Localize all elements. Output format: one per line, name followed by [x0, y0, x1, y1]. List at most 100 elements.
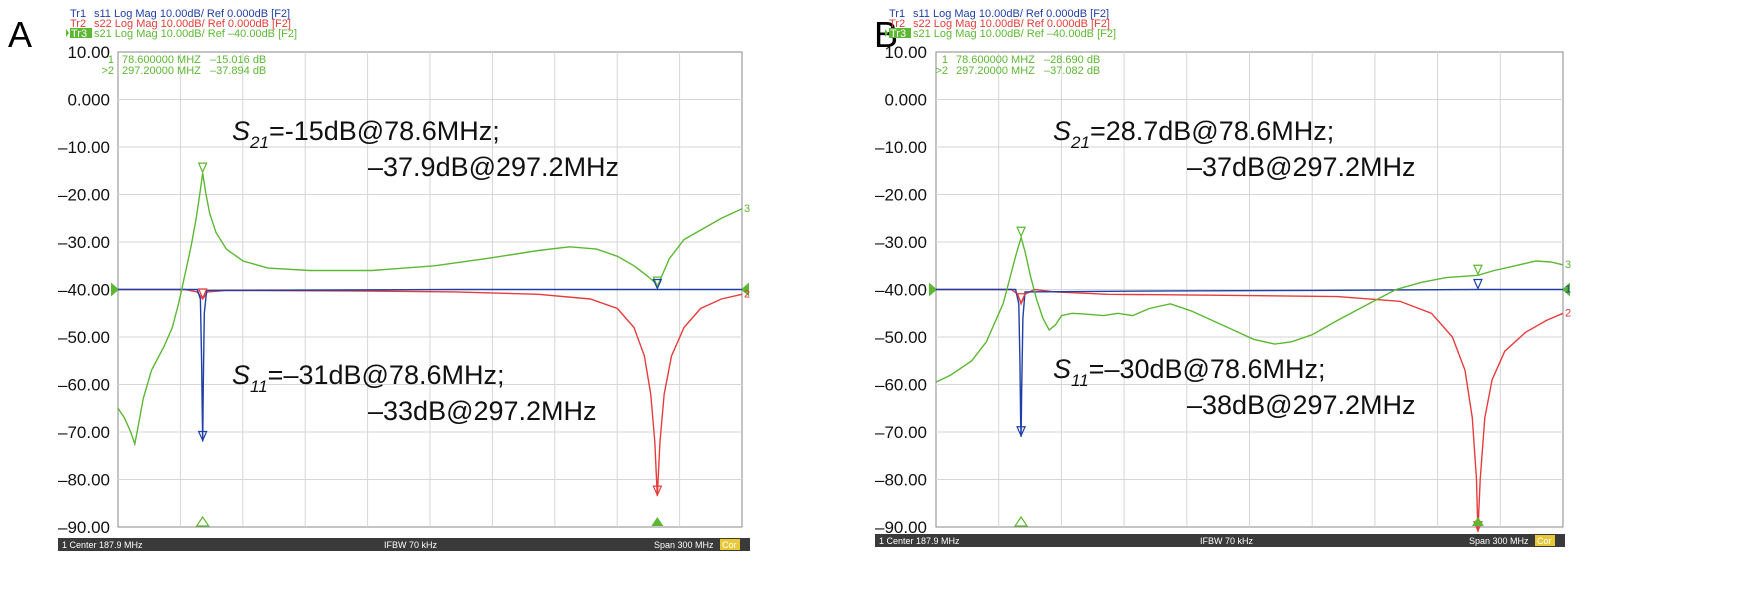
- marker-1-axis-icon: [1013, 515, 1029, 527]
- ref-level-left-icon: [929, 282, 937, 297]
- marker-2-axis-icon: [1471, 517, 1484, 526]
- s21-annotation-line1: S21=28.7dB@78.6MHz;: [1053, 116, 1334, 152]
- trace-header-text: s11 Log Mag 10.00dB/ Ref 0.000dB [F2]: [913, 8, 1109, 20]
- ref-level-right-icon: [741, 282, 749, 297]
- status-span: Span 300 MHz: [1469, 536, 1529, 546]
- y-tick-label: –70.00: [875, 423, 927, 442]
- s11-annotation-line1: S11=–30dB@78.6MHz;: [1053, 354, 1325, 390]
- active-trace-badge: [70, 28, 92, 38]
- status-bar: [58, 538, 750, 551]
- status-bar: [875, 534, 1565, 547]
- cor-badge: [1535, 535, 1555, 546]
- s21-annotation-line2: –37dB@297.2MHz: [1187, 152, 1416, 182]
- marker-triangle-icon: [197, 162, 208, 174]
- cor-badge: [720, 539, 740, 550]
- trace-s11: [936, 288, 1563, 437]
- marker-2-axis-icon: [651, 517, 664, 526]
- chart-panel-a: A 10.00 0.000 –10.00 –20.00 –30.00 –40.00 –50.…: [0, 0, 868, 613]
- marker-triangle-icon: [1473, 264, 1483, 276]
- y-tick-label: –70.00: [58, 423, 110, 442]
- panel-label: A: [8, 14, 33, 55]
- y-tick-label: –50.00: [58, 328, 110, 347]
- marker-freq: 78.600000 MHZ: [956, 54, 1035, 66]
- marker-freq: 78.600000 MHZ: [122, 54, 201, 66]
- y-tick-label: –50.00: [875, 328, 927, 347]
- trace-header-text: s21 Log Mag 10.00dB/ Ref –40.00dB [F2]: [94, 28, 297, 40]
- y-tick-label: –90.00: [58, 518, 110, 537]
- marker-triangle-icon: [652, 278, 663, 290]
- trace-header-text: s21 Log Mag 10.00dB/ Ref –40.00dB [F2]: [913, 28, 1116, 40]
- y-tick-label: 10.00: [67, 43, 110, 62]
- active-trace-arrow-icon: [66, 29, 69, 37]
- y-tick-label: 0.000: [67, 91, 110, 110]
- marker-freq: 297.20000 MHZ: [122, 65, 201, 77]
- status-center: 1 Center 187.9 MHz: [62, 540, 143, 550]
- marker-triangle-icon: [197, 288, 208, 300]
- cor-badge-label: Cor: [1537, 536, 1552, 546]
- status-ifbw: IFBW 70 kHz: [1200, 536, 1254, 546]
- marker-id: >2: [935, 65, 948, 77]
- ref-level-left-icon: [111, 282, 119, 297]
- chart-panel-b: B 10.00 0.000 –10.00 –20.00 –30.00 –40.00 –50.…: [869, 0, 1737, 613]
- marker-triangle-icon: [1016, 226, 1026, 238]
- marker-value: –28.690 dB: [1044, 54, 1100, 66]
- marker-triangle-icon: [652, 276, 663, 288]
- trace-label: Tr3: [71, 28, 87, 40]
- marker-triangle-icon: [1016, 426, 1026, 438]
- trace-end-label: 1: [1565, 284, 1571, 296]
- marker-value: –15.016 dB: [210, 54, 266, 66]
- status-span: Span 300 MHz: [654, 540, 714, 550]
- trace-header-text: s11 Log Mag 10.00dB/ Ref 0.000dB [F2]: [94, 8, 290, 20]
- trace-label: Tr1: [70, 8, 86, 20]
- y-tick-label: –80.00: [58, 471, 110, 490]
- status-ifbw: IFBW 70 kHz: [384, 540, 438, 550]
- y-tick-label: –40.00: [58, 281, 110, 300]
- y-tick-label: 0.000: [884, 91, 927, 110]
- y-tick-label: –40.00: [875, 281, 927, 300]
- y-tick-label: –10.00: [58, 138, 110, 157]
- y-tick-label: –20.00: [875, 186, 927, 205]
- y-tick-label: –20.00: [58, 186, 110, 205]
- ref-level-right-icon: [1562, 282, 1570, 297]
- cor-badge-label: Cor: [722, 540, 737, 550]
- trace-end-label: 2: [1565, 307, 1571, 319]
- marker-triangle-icon: [1473, 278, 1483, 290]
- trace-label: Tr3: [890, 28, 906, 40]
- trace-header-text: s22 Log Mag 10.00dB/ Ref 0.000dB [F2]: [94, 18, 291, 30]
- trace-label: Tr2: [70, 18, 86, 30]
- s11-annotation-line1: S11=–31dB@78.6MHz;: [232, 360, 504, 396]
- marker-value: –37.894 dB: [210, 65, 266, 77]
- y-tick-label: –90.00: [875, 518, 927, 537]
- trace-end-label: 3: [744, 203, 750, 215]
- s21-annotation-line2: –37.9dB@297.2MHz: [368, 152, 619, 182]
- status-center: 1 Center 187.9 MHz: [879, 536, 960, 546]
- marker-value: –37.082 dB: [1044, 65, 1100, 77]
- y-tick-label: 10.00: [884, 43, 927, 62]
- trace-label: Tr2: [889, 18, 905, 30]
- y-tick-label: –10.00: [875, 138, 927, 157]
- trace-end-label: 2: [744, 288, 750, 300]
- trace-end-label: 3: [1565, 259, 1571, 271]
- y-tick-label: –60.00: [58, 376, 110, 395]
- trace-s21: [935, 234, 1564, 383]
- s11-annotation-line2: –33dB@297.2MHz: [368, 396, 597, 426]
- trace-header-text: s22 Log Mag 10.00dB/ Ref 0.000dB [F2]: [913, 18, 1110, 30]
- chart-svg: 10.00 0.000 –10.00 –20.00 –30.00 –40.00 –50.00…: [58, 8, 750, 551]
- trace-label: Tr1: [889, 8, 905, 20]
- marker-id: 1: [108, 54, 114, 66]
- marker-1-axis-icon: [195, 515, 210, 527]
- y-tick-label: –60.00: [875, 376, 927, 395]
- y-tick-label: –30.00: [58, 233, 110, 252]
- marker-id: >2: [101, 65, 114, 77]
- active-trace-arrow-icon: [885, 29, 888, 37]
- chart-svg: 10.00 0.000 –10.00 –20.00 –30.00 –40.00 –50.00…: [875, 8, 1571, 547]
- s21-annotation-line1: S21=-15dB@78.6MHz;: [232, 116, 500, 152]
- marker-triangle-icon: [197, 430, 208, 442]
- marker-freq: 297.20000 MHZ: [956, 65, 1035, 77]
- s11-annotation-line2: –38dB@297.2MHz: [1187, 390, 1416, 420]
- y-tick-label: –80.00: [875, 471, 927, 490]
- active-trace-badge: [889, 28, 911, 38]
- marker-triangle-icon: [652, 485, 663, 497]
- marker-triangle-icon: [1016, 293, 1026, 305]
- trace-s11: [118, 288, 742, 442]
